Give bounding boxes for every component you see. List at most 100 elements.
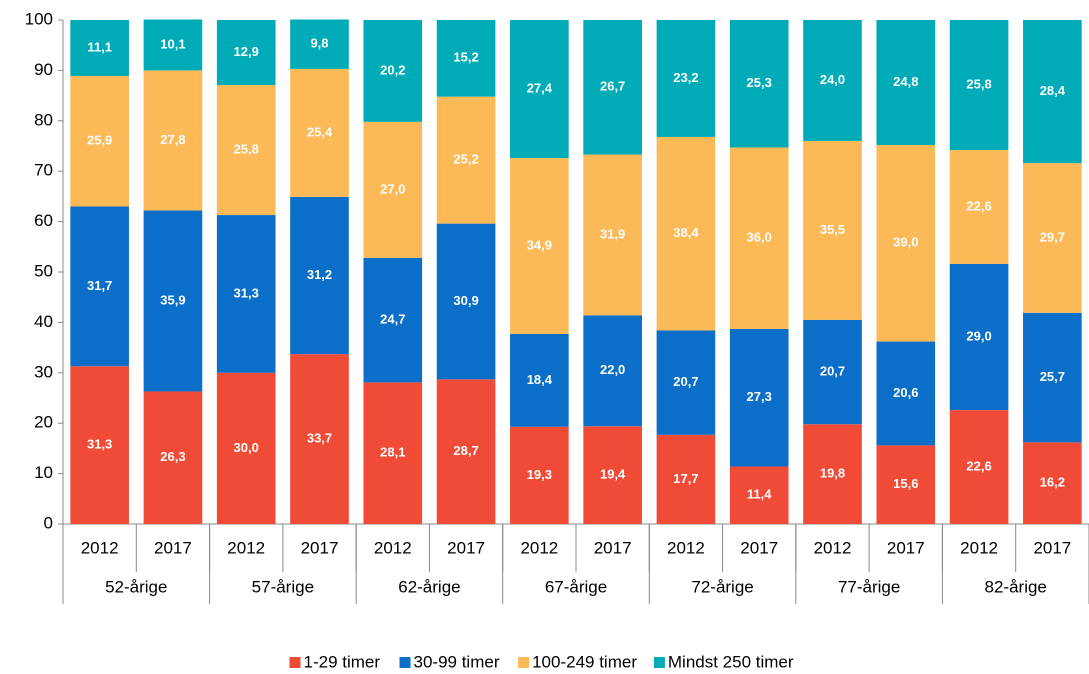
x-tick-label: 2017 (154, 538, 192, 557)
bar-segment (1023, 312, 1082, 443)
value-label: 28,7 (453, 443, 478, 458)
value-label: 39,0 (893, 235, 918, 250)
y-tick-label: 40 (34, 312, 53, 331)
legend-swatch (518, 657, 530, 668)
x-tick-label: 2017 (447, 538, 485, 557)
value-label: 23,2 (673, 70, 698, 85)
value-label: 30,0 (234, 440, 259, 455)
value-label: 17,7 (673, 471, 698, 486)
x-tick-label: 2017 (1033, 538, 1071, 557)
legend-label: 100-249 timer (532, 652, 637, 671)
value-label: 26,7 (600, 79, 625, 94)
bar-segment (729, 328, 789, 467)
value-label: 29,7 (1040, 229, 1065, 244)
value-label: 20,7 (673, 374, 698, 389)
value-label: 31,3 (234, 285, 259, 300)
bar-segment (290, 354, 349, 524)
bar-segment (363, 20, 423, 122)
bar-segment (143, 391, 203, 524)
value-label: 38,4 (673, 225, 699, 240)
bar-segment (510, 426, 569, 524)
bar-segment (143, 210, 203, 392)
bar-segment (949, 20, 1009, 151)
y-tick-label: 0 (44, 513, 53, 532)
bar-segment (363, 257, 423, 383)
value-label: 34,9 (527, 237, 552, 252)
x-tick-label: 2017 (301, 538, 339, 557)
value-label: 15,6 (893, 476, 918, 491)
y-tick-label: 80 (34, 110, 53, 129)
value-label: 27,0 (380, 181, 405, 196)
value-label: 22,6 (966, 458, 991, 473)
bar-segment (216, 85, 276, 216)
value-label: 27,3 (747, 389, 772, 404)
bar-segment (729, 20, 789, 148)
value-label: 27,4 (527, 80, 553, 95)
value-label: 19,4 (600, 467, 626, 482)
group-label: 82-årige (985, 577, 1047, 596)
value-label: 28,4 (1040, 83, 1066, 98)
bar-segment (70, 206, 129, 367)
x-tick-label: 2012 (520, 538, 558, 557)
bar-segment (216, 372, 276, 524)
value-label: 31,2 (307, 267, 332, 282)
value-label: 22,0 (600, 362, 625, 377)
value-label: 20,7 (820, 363, 845, 378)
bar-segment (876, 20, 936, 145)
group-label: 57-årige (252, 577, 314, 596)
value-label: 27,8 (160, 132, 185, 147)
bar-segment (803, 140, 862, 320)
x-tick-label: 2012 (667, 538, 705, 557)
legend-swatch (399, 657, 411, 668)
value-label: 25,3 (747, 75, 772, 90)
x-tick-label: 2012 (374, 538, 412, 557)
bar-segment (363, 121, 423, 258)
bar-segment (803, 424, 862, 524)
bar-segment (510, 158, 569, 334)
x-tick-label: 2012 (227, 538, 265, 557)
bar-segment (729, 147, 789, 329)
x-tick-label: 2012 (81, 538, 119, 557)
bar-segment (143, 19, 203, 71)
y-tick-label: 90 (34, 60, 53, 79)
value-label: 25,8 (966, 76, 991, 91)
bar-segment (290, 19, 349, 69)
y-tick-label: 70 (34, 161, 53, 180)
bar-segment (803, 319, 862, 425)
value-label: 20,6 (893, 385, 918, 400)
y-tick-label: 20 (34, 413, 53, 432)
value-label: 18,4 (527, 372, 553, 387)
group-label: 62-årige (398, 577, 460, 596)
value-label: 25,8 (234, 141, 259, 156)
value-label: 30,9 (453, 293, 478, 308)
value-label: 33,7 (307, 431, 332, 446)
group-label: 77-årige (838, 577, 900, 596)
bar-segment (143, 70, 203, 211)
x-tick-label: 2017 (594, 538, 632, 557)
value-label: 11,1 (87, 39, 112, 54)
value-label: 20,2 (380, 62, 405, 77)
x-tick-label: 2017 (887, 538, 925, 557)
group-label: 67-årige (545, 577, 607, 596)
bar-segment (1023, 20, 1082, 164)
value-label: 29,0 (966, 328, 991, 343)
value-label: 11,4 (747, 487, 772, 502)
bar-segment (656, 136, 716, 331)
bar-segment (436, 96, 496, 224)
bar-segment (1023, 163, 1082, 313)
value-label: 24,0 (820, 72, 845, 87)
bar-segment (656, 434, 716, 524)
value-label: 35,9 (160, 292, 185, 307)
bar-segment (290, 68, 349, 197)
value-label: 25,2 (453, 152, 478, 167)
group-label: 72-årige (691, 577, 753, 596)
y-tick-label: 100 (25, 9, 53, 28)
bar-segment (876, 341, 936, 446)
value-label: 36,0 (747, 230, 772, 245)
y-tick-label: 10 (34, 463, 53, 482)
value-label: 19,8 (820, 466, 845, 481)
value-label: 24,7 (380, 312, 405, 327)
value-label: 22,6 (966, 198, 991, 213)
bar-segment (363, 382, 423, 524)
value-label: 31,9 (600, 226, 625, 241)
